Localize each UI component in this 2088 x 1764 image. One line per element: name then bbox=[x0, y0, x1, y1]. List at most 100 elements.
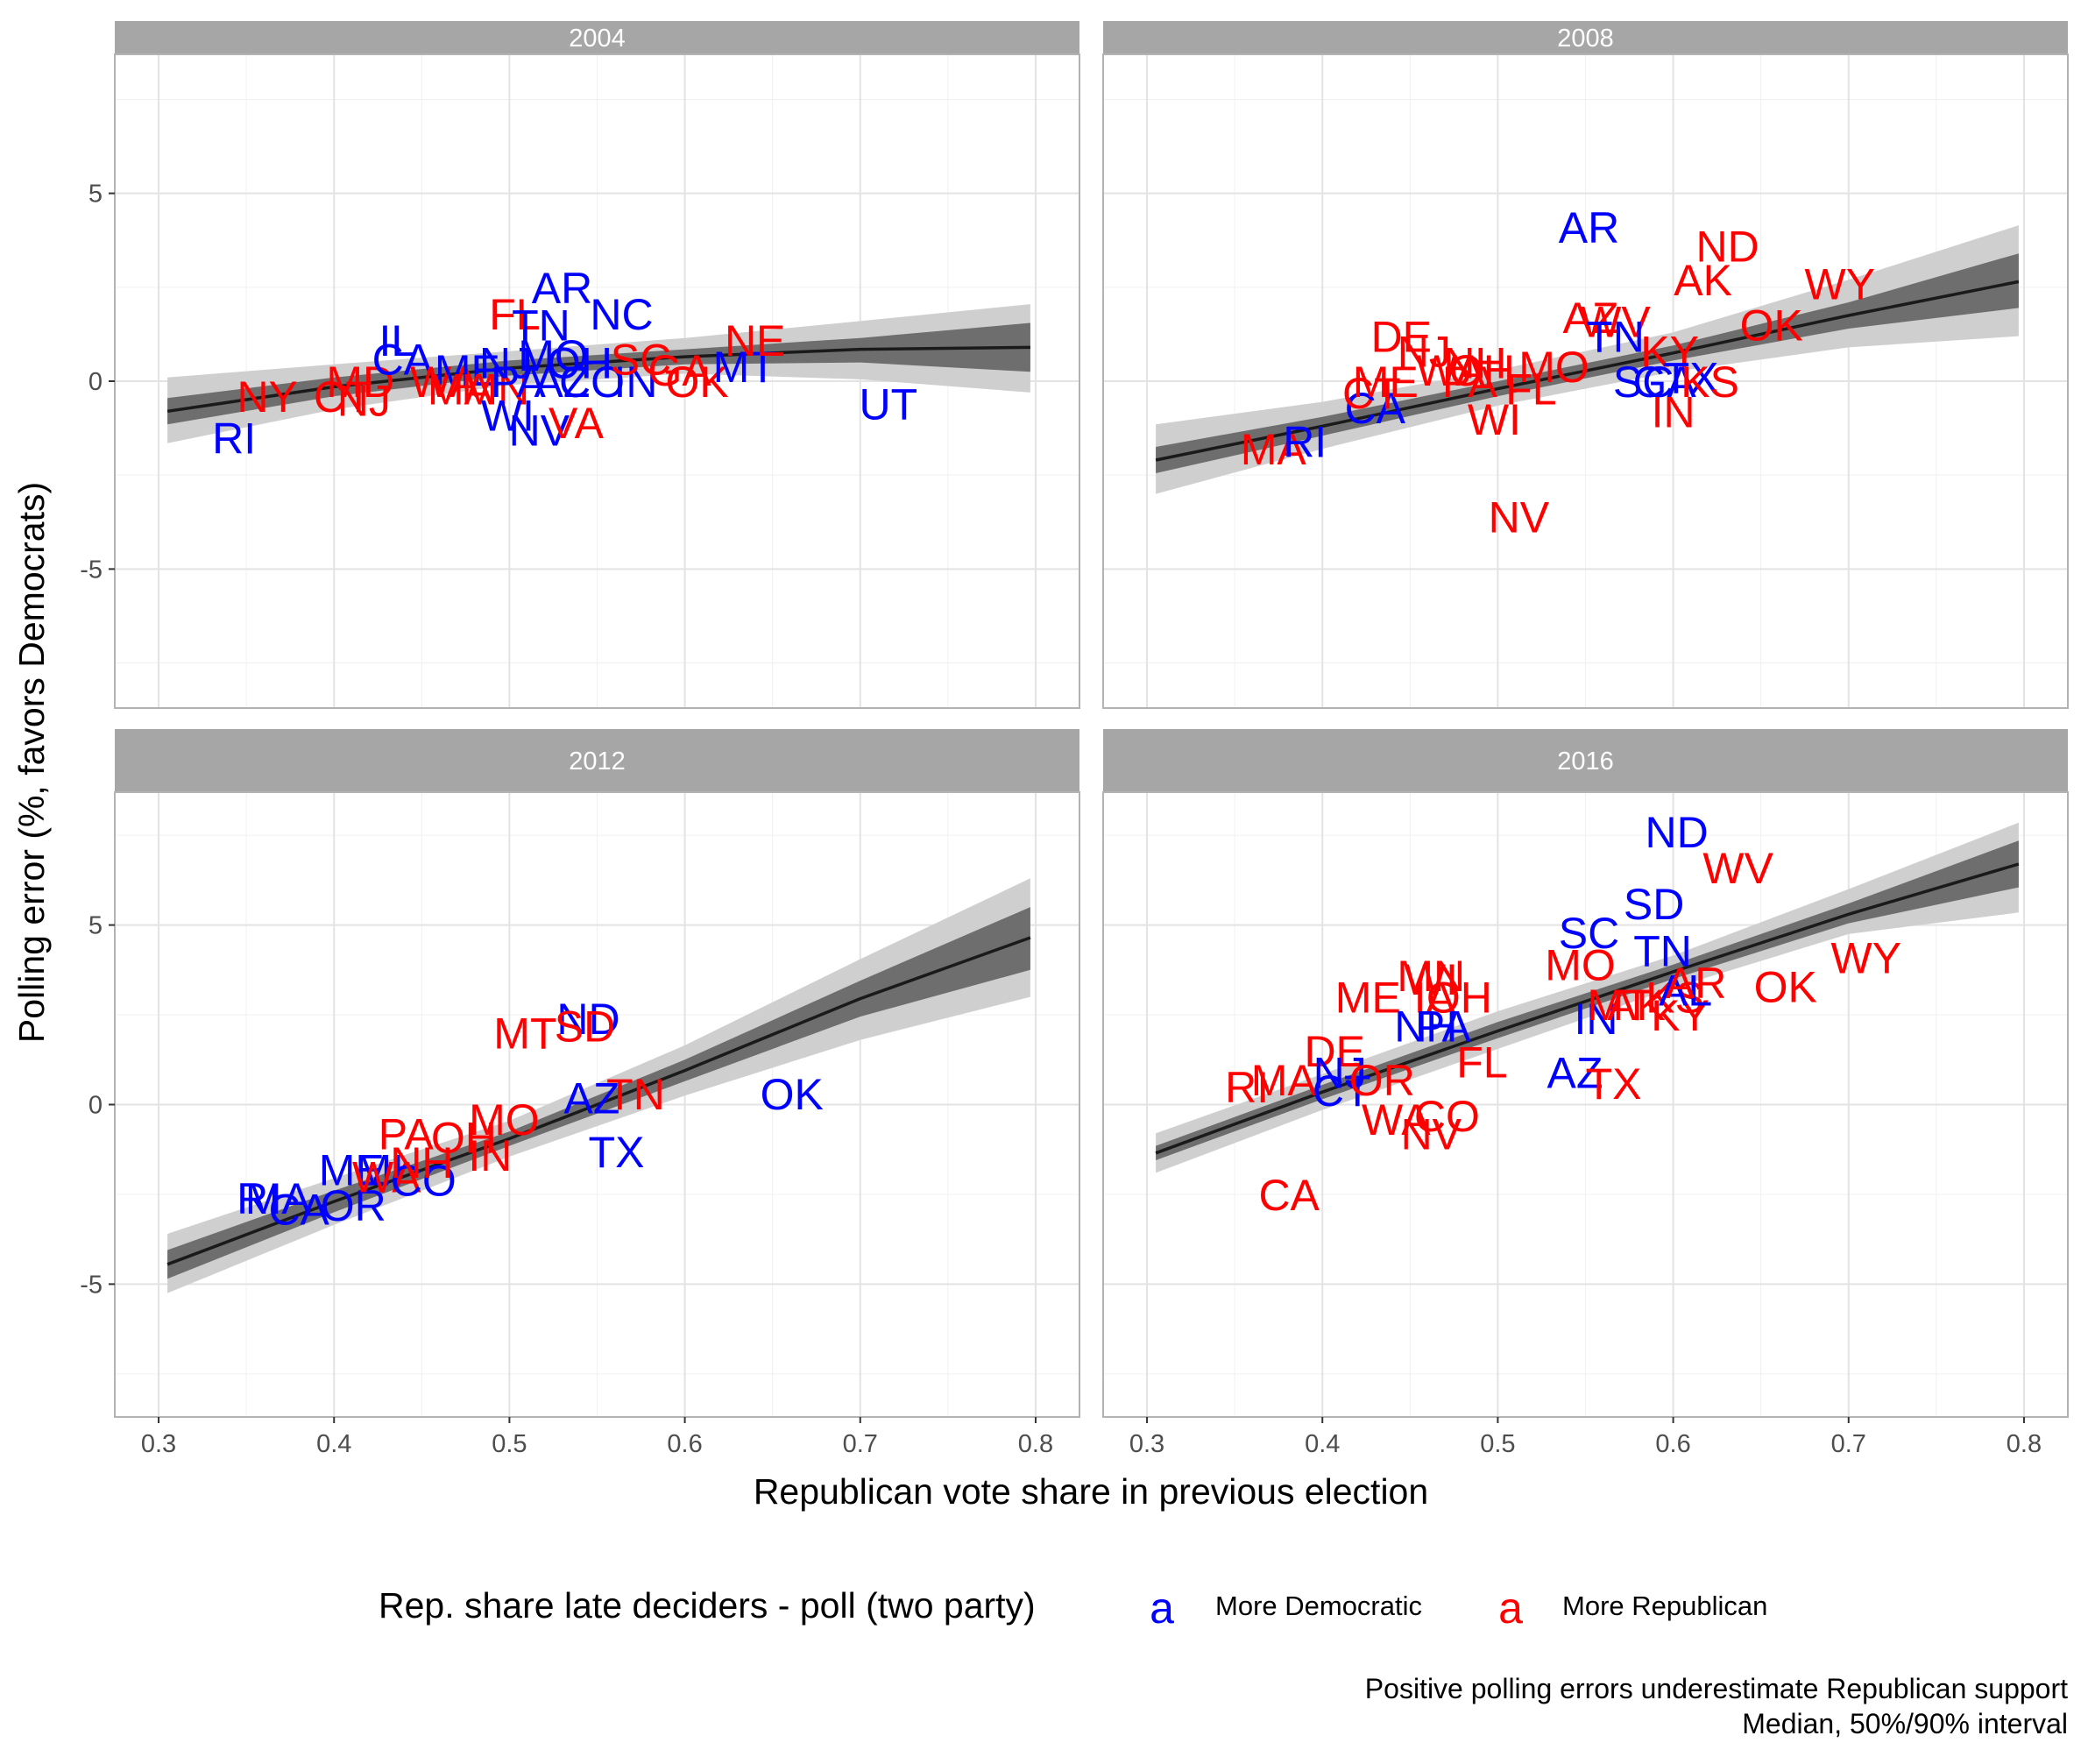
state-point-MA: MA bbox=[428, 365, 494, 414]
state-point-ME: ME bbox=[435, 346, 500, 395]
state-point-NY: NY bbox=[237, 372, 297, 422]
state-point-SC: SC bbox=[611, 335, 671, 384]
state-point-SD: SD bbox=[1624, 880, 1684, 929]
interval-50-band bbox=[1156, 253, 2019, 473]
median-line bbox=[1155, 280, 2020, 462]
state-point-OH: OH bbox=[1426, 974, 1492, 1023]
state-point-MT: MT bbox=[493, 1010, 556, 1059]
state-point-VA: VA bbox=[549, 399, 605, 448]
state-point-AZ: AZ bbox=[1547, 1049, 1603, 1098]
state-point-SD: SD bbox=[555, 1002, 615, 1051]
state-point-CT: CT bbox=[1342, 369, 1401, 418]
state-point-PA: PA bbox=[1442, 358, 1498, 407]
x-tick-label: 0.3 bbox=[141, 1430, 176, 1458]
x-tick-label: 0.5 bbox=[1480, 1430, 1515, 1458]
state-point-AK: AK bbox=[1607, 981, 1666, 1030]
median-line bbox=[166, 345, 1030, 414]
state-point-MO: MO bbox=[469, 1095, 540, 1144]
y-tick-label: 0 bbox=[88, 368, 103, 396]
state-point-NH: NH bbox=[390, 1138, 453, 1187]
x-axis-title: Republican vote share in previous electi… bbox=[754, 1471, 1428, 1512]
state-point-FL: FL bbox=[1505, 365, 1556, 414]
state-point-OK: OK bbox=[1740, 301, 1803, 351]
state-point-AZ: AZ bbox=[1563, 294, 1619, 343]
state-point-IN: IN bbox=[468, 1131, 512, 1180]
facet-strip bbox=[1103, 729, 2068, 792]
state-point-TN: TN bbox=[1633, 926, 1692, 975]
state-point-MA: MA bbox=[1251, 1056, 1318, 1105]
facet-strip-label: 2012 bbox=[569, 747, 626, 776]
state-point-NJ: NJ bbox=[1313, 1049, 1367, 1098]
state-point-KS: KS bbox=[1681, 358, 1739, 407]
state-point-WY: WY bbox=[1805, 260, 1876, 309]
y-tick-label: 5 bbox=[88, 912, 103, 940]
state-point-MN: MN bbox=[1397, 952, 1465, 1001]
state-point-OK: OK bbox=[665, 358, 728, 407]
x-tick-label: 0.6 bbox=[1655, 1430, 1690, 1458]
state-point-CO: CO bbox=[1414, 1092, 1480, 1141]
state-point-AZ: AZ bbox=[534, 358, 591, 407]
state-point-RI: RI bbox=[1283, 418, 1327, 467]
state-point-ME: ME bbox=[1335, 974, 1401, 1023]
state-point-NJ: NJ bbox=[1398, 328, 1451, 377]
state-point-NJ: NJ bbox=[337, 376, 391, 425]
facet-strip-label: 2016 bbox=[1557, 747, 1614, 776]
state-point-OR: OR bbox=[1349, 1056, 1415, 1105]
legend-label-dem: More Democratic bbox=[1215, 1590, 1422, 1621]
state-point-CA: CA bbox=[372, 335, 434, 384]
state-point-PA: PA bbox=[379, 1109, 435, 1158]
state-point-OH: OH bbox=[1449, 346, 1515, 395]
state-point-OH: OH bbox=[431, 1113, 497, 1162]
caption-line-1: Positive polling errors underestimate Re… bbox=[1365, 1673, 2068, 1704]
state-point-OK: OK bbox=[761, 1070, 824, 1119]
state-point-AR: AR bbox=[1666, 959, 1726, 1008]
x-tick-label: 0.4 bbox=[316, 1430, 351, 1458]
state-point-CT: CT bbox=[314, 372, 372, 422]
state-point-WA: WA bbox=[352, 1153, 421, 1202]
x-tick-label: 0.8 bbox=[1018, 1430, 1053, 1458]
panel-border bbox=[1102, 53, 2069, 709]
state-point-GA: GA bbox=[1632, 358, 1696, 407]
state-point-MO: MO bbox=[1545, 941, 1616, 990]
interval-90-band bbox=[167, 304, 1030, 443]
state-point-FL: FL bbox=[489, 290, 540, 339]
state-point-ME: ME bbox=[319, 1145, 385, 1194]
legend-key-rep: a bbox=[1498, 1583, 1523, 1633]
state-point-MO: MO bbox=[1518, 343, 1589, 392]
state-point-CA: CA bbox=[1258, 1171, 1320, 1220]
facet-strip bbox=[115, 729, 1079, 792]
state-point-WY: WY bbox=[1831, 934, 1902, 983]
state-point-PA: PA bbox=[491, 358, 547, 407]
x-tick-label: 0.5 bbox=[492, 1430, 527, 1458]
state-point-MI: MI bbox=[356, 1145, 405, 1194]
state-point-NH: NH bbox=[1394, 1002, 1457, 1051]
state-point-TN: TN bbox=[606, 1070, 665, 1119]
x-tick-label: 0.3 bbox=[1129, 1430, 1164, 1458]
interval-90-band bbox=[1156, 225, 2019, 494]
state-point-WI: WI bbox=[1405, 955, 1458, 1004]
interval-50-band bbox=[167, 907, 1030, 1279]
state-point-AZ: AZ bbox=[564, 1073, 620, 1123]
state-point-TN: TN bbox=[512, 301, 570, 351]
x-tick-label: 0.8 bbox=[2007, 1430, 2042, 1458]
state-point-ND: ND bbox=[1695, 223, 1759, 272]
x-tick-label: 0.6 bbox=[667, 1430, 702, 1458]
state-point-ME: ME bbox=[1353, 358, 1419, 407]
caption-line-2: Median, 50%/90% interval bbox=[1742, 1708, 2068, 1739]
state-point-PA: PA bbox=[1416, 1002, 1472, 1051]
state-point-OK: OK bbox=[1754, 962, 1817, 1011]
facet-strip bbox=[115, 21, 1079, 54]
state-point-IL: IL bbox=[379, 316, 415, 365]
state-point-MN: MN bbox=[462, 365, 530, 414]
state-point-IN: IN bbox=[1575, 995, 1618, 1044]
state-point-WI: WI bbox=[1468, 395, 1521, 444]
state-point-CA: CA bbox=[1345, 384, 1406, 433]
state-point-ND: ND bbox=[556, 995, 619, 1044]
y-tick-label: 0 bbox=[88, 1092, 103, 1120]
state-point-WA: WA bbox=[1362, 1095, 1431, 1144]
